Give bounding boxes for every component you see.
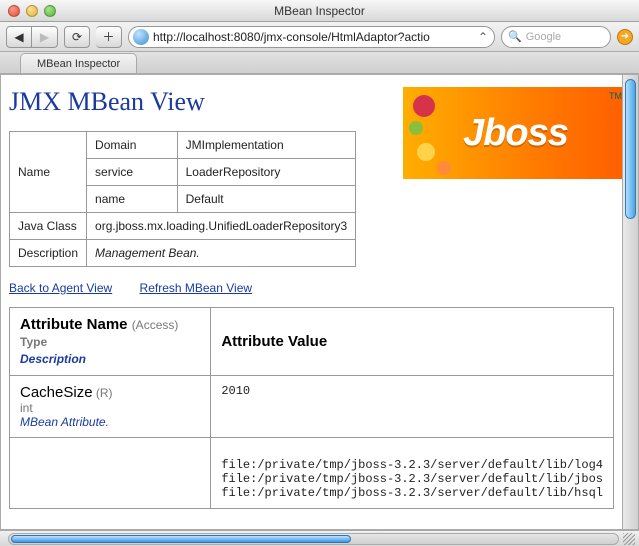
vertical-scrollbar[interactable] [622, 75, 638, 529]
meta-javaclass-label: Java Class [10, 213, 87, 240]
meta-description-label: Description [10, 240, 87, 267]
forward-button[interactable]: ▶ [32, 26, 58, 48]
table-row: CacheSize (R) int MBean Attribute. 2010 [10, 376, 614, 438]
mbean-meta-table: Name Domain JMImplementation service Loa… [9, 131, 356, 267]
attr-access: (R) [96, 386, 113, 400]
viewport: JMX MBean View Name Domain JMImplementat… [0, 74, 639, 530]
search-bar[interactable]: 🔍 Google [501, 26, 611, 48]
reload-button[interactable]: ⟳ [64, 26, 90, 48]
meta-val: LoaderRepository [177, 159, 356, 186]
attr-header-value: Attribute Value [211, 308, 614, 376]
table-row: file:/private/tmp/jboss-3.2.3/server/def… [10, 438, 614, 509]
attr-value: 2010 [211, 376, 614, 438]
status-bar [0, 530, 639, 546]
action-links: Back to Agent View Refresh MBean View [9, 281, 628, 295]
meta-name-label: Name [10, 132, 87, 213]
attribute-table: Attribute Name (Access) Type Description… [9, 307, 614, 509]
site-icon [133, 29, 149, 45]
back-to-agent-link[interactable]: Back to Agent View [9, 281, 112, 295]
meta-key: name [87, 186, 178, 213]
refresh-mbean-link[interactable]: Refresh MBean View [140, 281, 253, 295]
logo-text: Jboss [463, 112, 568, 155]
browser-toolbar: ◀ ▶ ⟳ ＋ http://localhost:8080/jmx-consol… [0, 22, 639, 52]
meta-key: service [87, 159, 178, 186]
meta-description-value: Management Bean. [87, 240, 356, 267]
search-placeholder: Google [526, 31, 604, 43]
vertical-scroll-thumb[interactable] [625, 79, 636, 219]
tab-mbean-inspector[interactable]: MBean Inspector [20, 53, 137, 73]
page-title: JMX MBean View [9, 87, 356, 117]
meta-val: Default [177, 186, 356, 213]
resize-handle-icon[interactable] [623, 533, 635, 545]
page-content: JMX MBean View Name Domain JMImplementat… [1, 75, 638, 529]
attr-value: file:/private/tmp/jboss-3.2.3/server/def… [211, 438, 614, 509]
meta-javaclass-value: org.jboss.mx.loading.UnifiedLoaderReposi… [87, 213, 356, 240]
titlebar: MBean Inspector [0, 0, 639, 22]
meta-val: JMImplementation [177, 132, 356, 159]
back-button[interactable]: ◀ [6, 26, 32, 48]
horizontal-scroll-thumb[interactable] [11, 535, 351, 543]
attr-header-name: Attribute Name (Access) Type Description [10, 308, 211, 376]
url-bar[interactable]: http://localhost:8080/jmx-console/HtmlAd… [128, 26, 495, 48]
url-text: http://localhost:8080/jmx-console/HtmlAd… [153, 30, 472, 44]
attr-name: CacheSize [20, 384, 93, 401]
go-button[interactable]: ➜ [617, 29, 633, 45]
horizontal-scrollbar[interactable] [8, 533, 619, 545]
url-dropdown-icon[interactable]: ⌃ [476, 30, 490, 44]
attr-type: int [20, 401, 33, 415]
add-bookmark-button[interactable]: ＋ [96, 26, 122, 48]
jboss-logo: Jboss TM [403, 87, 628, 179]
logo-tm: TM [609, 91, 622, 101]
attr-name [10, 438, 211, 509]
search-icon: 🔍 [508, 30, 522, 43]
attr-desc: MBean Attribute. [20, 415, 109, 429]
tab-bar: MBean Inspector [0, 52, 639, 74]
meta-key: Domain [87, 132, 178, 159]
window-title: MBean Inspector [0, 4, 639, 18]
